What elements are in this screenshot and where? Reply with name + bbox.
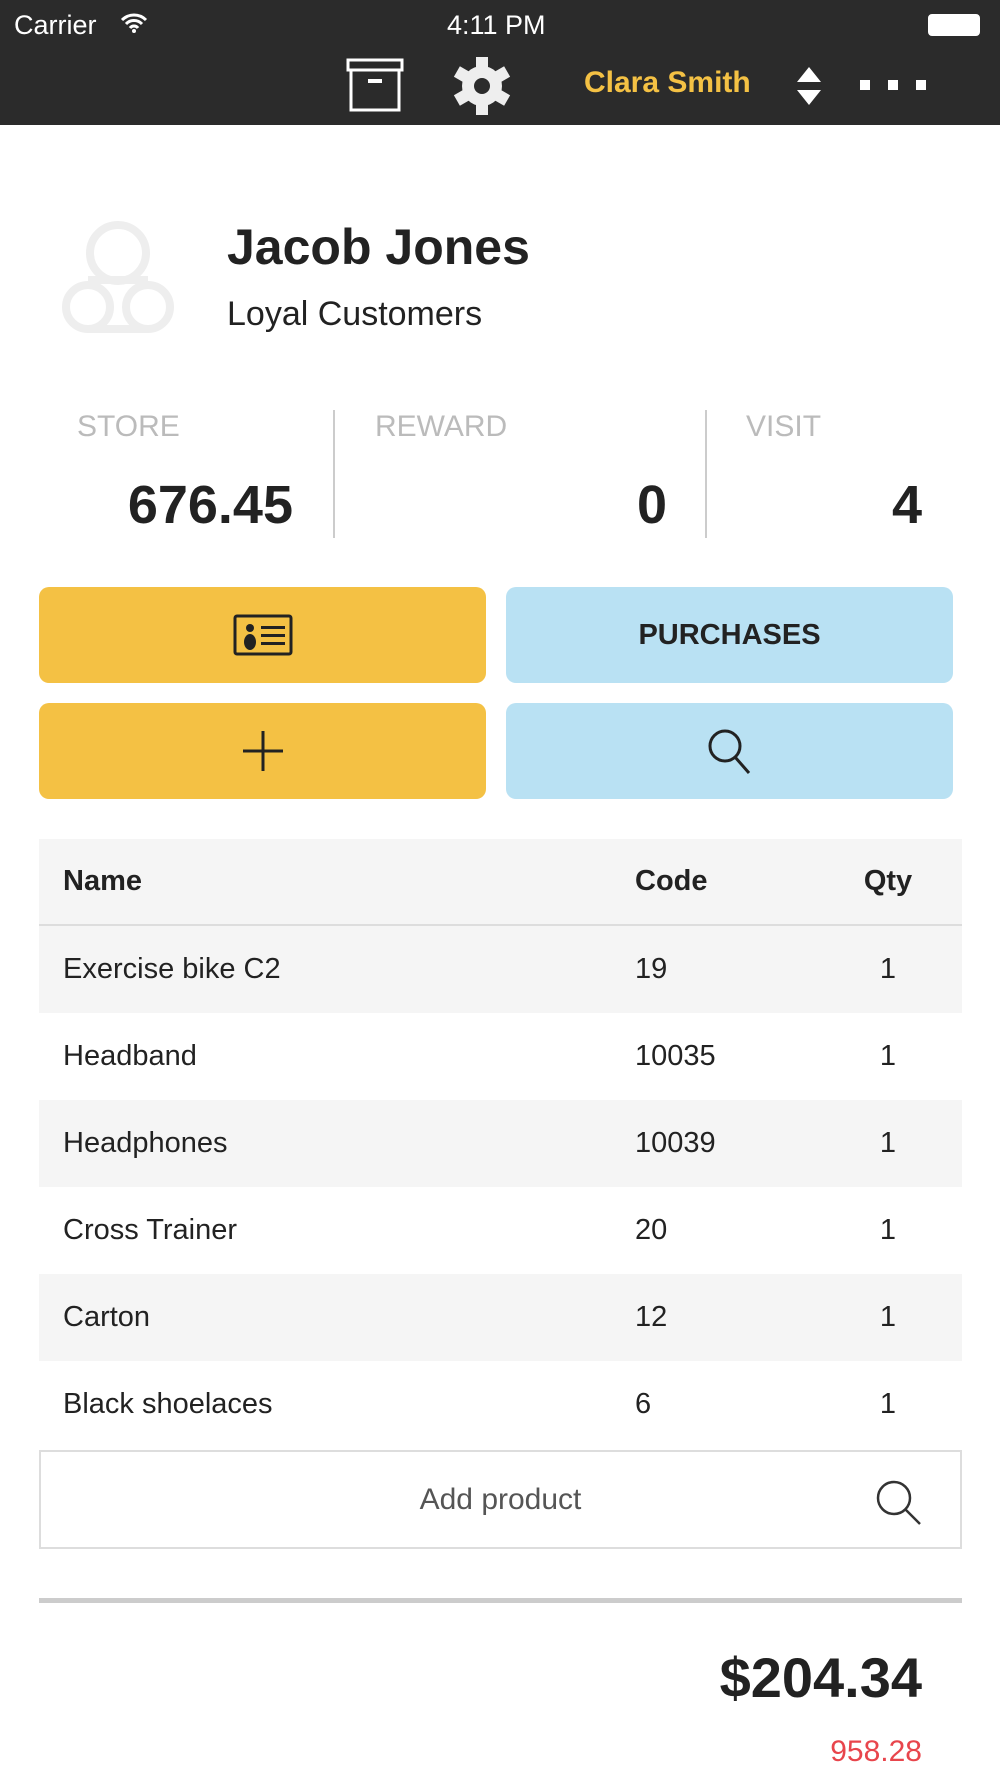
products-table: Name Code Qty Exercise bike C2 19 1 Headban…	[39, 839, 962, 1448]
cell-name: Black shoelaces	[63, 1388, 273, 1420]
search-button[interactable]	[506, 703, 953, 799]
header-code[interactable]: Code	[635, 865, 708, 897]
stat-store-value: 676.45	[127, 475, 293, 535]
stat-reward-label: REWARD	[375, 410, 508, 443]
header-qty[interactable]: Qty	[863, 865, 913, 897]
table-row[interactable]: Cross Trainer 20 1	[39, 1187, 962, 1274]
avatar	[62, 221, 174, 333]
divider	[333, 410, 335, 538]
cell-name: Headband	[63, 1040, 197, 1072]
search-icon	[708, 729, 750, 774]
table-header: Name Code Qty	[39, 839, 962, 926]
cell-qty: 1	[879, 1388, 897, 1420]
cell-name: Exercise bike C2	[63, 953, 281, 985]
cell-code: 10035	[635, 1040, 716, 1072]
cell-name: Carton	[63, 1301, 151, 1333]
cell-name: Cross Trainer	[63, 1214, 238, 1246]
table-row[interactable]: Exercise bike C2 19 1	[39, 926, 962, 1013]
secondary-amount: 958.28	[830, 1735, 922, 1768]
more-icon[interactable]	[858, 78, 930, 97]
current-user[interactable]: Clara Smith	[584, 66, 751, 99]
cell-code: 20	[635, 1214, 668, 1246]
cell-qty: 1	[879, 1301, 897, 1333]
add-product-input[interactable]: Add product	[39, 1450, 962, 1549]
total-amount: $204.34	[719, 1646, 922, 1709]
header-name[interactable]: Name	[63, 865, 142, 897]
carrier: Carrier	[14, 10, 97, 40]
add-product-placeholder: Add product	[419, 1482, 582, 1516]
clock: 4:11 PM	[447, 10, 546, 40]
cell-code: 19	[635, 953, 668, 985]
stat-visit-value: 4	[891, 475, 922, 535]
cell-qty: 1	[879, 953, 897, 985]
cell-code: 6	[635, 1388, 652, 1420]
add-button[interactable]	[39, 703, 486, 799]
divider	[39, 1598, 962, 1603]
table-row[interactable]: Black shoelaces 6 1	[39, 1361, 962, 1448]
cell-qty: 1	[879, 1040, 897, 1072]
purchases-button[interactable]: PURCHASES	[506, 587, 953, 683]
wifi-icon	[120, 13, 148, 33]
table-row[interactable]: Carton 12 1	[39, 1274, 962, 1361]
cell-qty: 1	[879, 1214, 897, 1246]
plus-icon	[242, 731, 283, 771]
archive-icon[interactable]	[346, 57, 404, 112]
cell-qty: 1	[879, 1127, 897, 1159]
cell-code: 10039	[635, 1127, 716, 1159]
cell-code: 12	[635, 1301, 668, 1333]
cell-name: Headphones	[63, 1127, 228, 1159]
id-card-icon	[233, 614, 292, 656]
gear-icon[interactable]	[452, 56, 512, 116]
table-row[interactable]: Headphones 10039 1	[39, 1100, 962, 1187]
top-bar: Carrier 4:11 PM Clara Smith	[0, 0, 1000, 125]
customer-group: Loyal Customers	[227, 295, 483, 333]
sort-arrows-icon[interactable]	[795, 65, 823, 107]
battery-icon	[928, 14, 980, 36]
table-row[interactable]: Headband 10035 1	[39, 1013, 962, 1100]
customer-card-button[interactable]	[39, 587, 486, 683]
divider	[705, 410, 707, 538]
search-icon[interactable]	[874, 1478, 924, 1528]
stat-reward-value: 0	[636, 475, 667, 535]
stat-store-label: STORE	[77, 410, 180, 443]
customer-name: Jacob Jones	[227, 219, 530, 275]
stat-visit-label: VISIT	[746, 410, 822, 443]
